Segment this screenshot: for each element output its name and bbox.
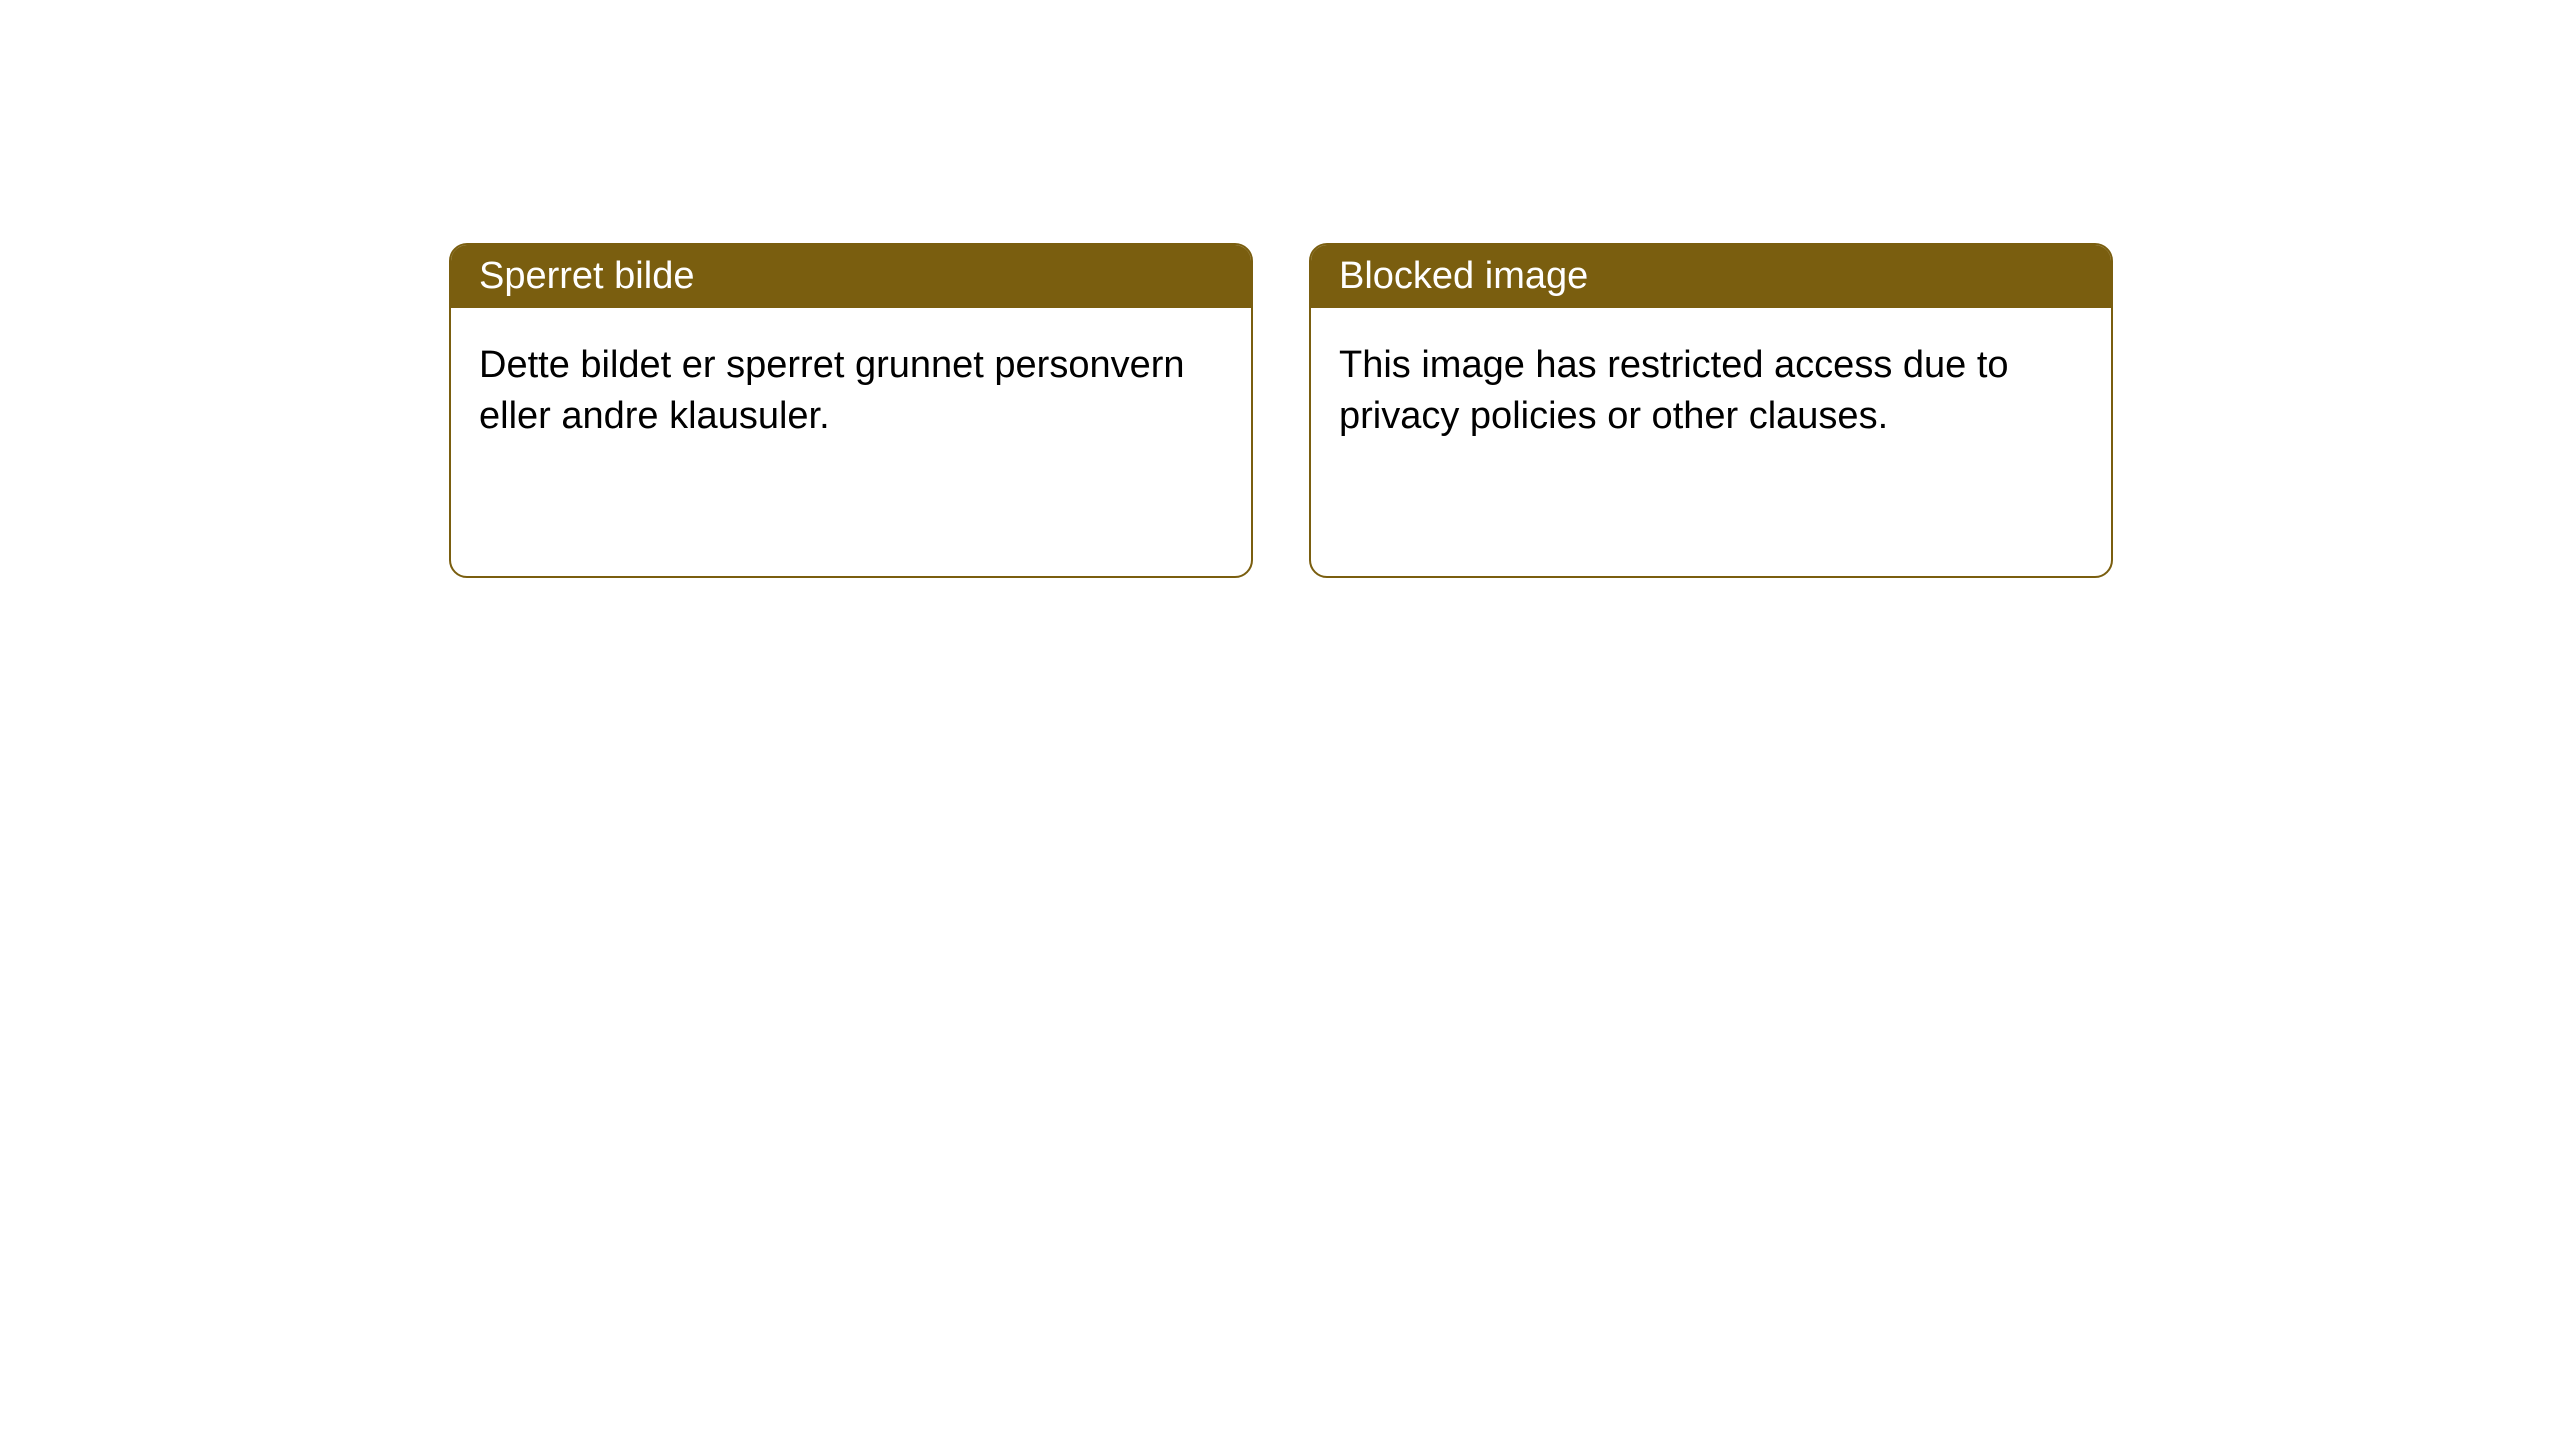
notice-title: Sperret bilde	[479, 255, 694, 297]
notice-header: Sperret bilde	[451, 245, 1251, 308]
notice-header: Blocked image	[1311, 245, 2111, 308]
notice-body-text: Dette bildet er sperret grunnet personve…	[479, 344, 1185, 437]
notice-card-english: Blocked image This image has restricted …	[1309, 243, 2113, 578]
notice-card-norwegian: Sperret bilde Dette bildet er sperret gr…	[449, 243, 1253, 578]
notice-body: This image has restricted access due to …	[1311, 308, 2111, 475]
notice-body: Dette bildet er sperret grunnet personve…	[451, 308, 1251, 475]
notice-container: Sperret bilde Dette bildet er sperret gr…	[0, 0, 2560, 578]
notice-title: Blocked image	[1339, 255, 1588, 297]
notice-body-text: This image has restricted access due to …	[1339, 344, 2009, 437]
